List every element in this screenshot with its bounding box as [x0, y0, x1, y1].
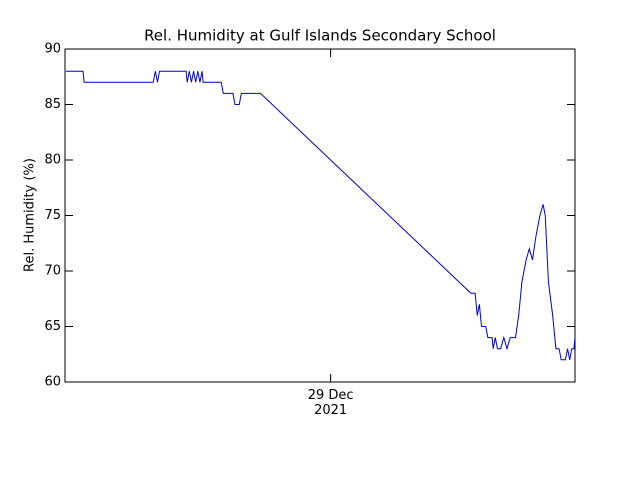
x-tick-label: 29 Dec 2021 — [307, 388, 354, 418]
y-tick-label: 85 — [44, 97, 61, 112]
y-tick-label: 70 — [44, 264, 61, 279]
y-tick-label: 65 — [44, 319, 61, 334]
y-axis-label: Rel. Humidity (%) — [23, 158, 38, 272]
y-tick-label: 90 — [44, 42, 61, 57]
y-tick-label: 80 — [44, 153, 61, 168]
data-line — [66, 70, 576, 361]
y-tick-label: 60 — [44, 375, 61, 390]
y-tick-label: 75 — [44, 208, 61, 223]
chart-title: Rel. Humidity at Gulf Islands Secondary … — [144, 27, 496, 45]
